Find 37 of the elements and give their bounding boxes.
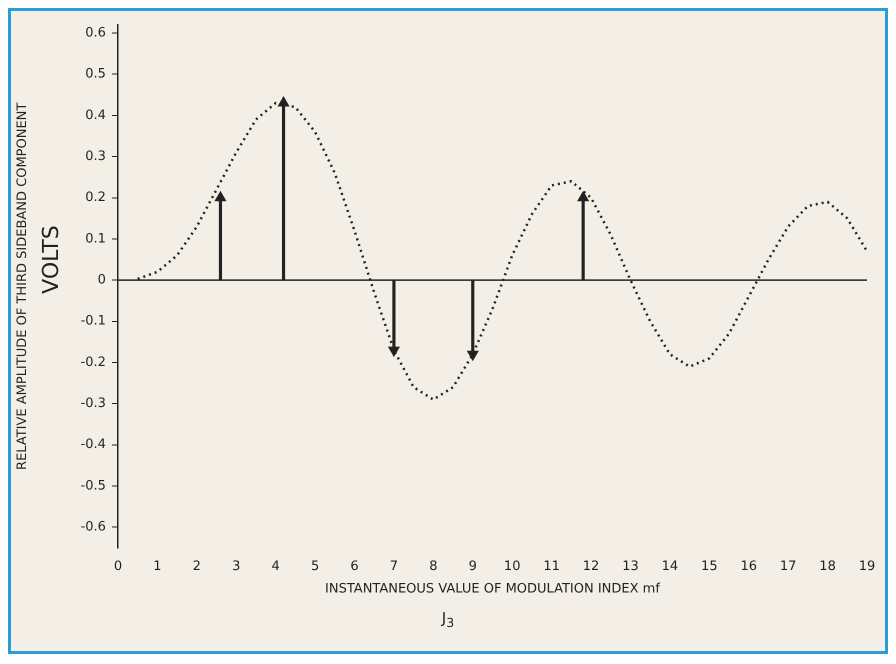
x-tick-label: 12 [582,558,600,574]
y-tick-label: -0.2 [80,354,106,370]
y-tick-label: -0.5 [80,478,106,494]
x-tick-label: 13 [622,558,639,574]
x-tick-label: 8 [429,558,438,574]
x-tick-label: 0 [114,558,122,574]
x-tick-label: 6 [350,558,359,574]
x-tick-label: 17 [780,558,796,574]
x-tick-label: 10 [504,558,520,574]
y-tick-label: -0.1 [80,314,106,329]
x-tick-label: 19 [858,558,876,574]
x-tick-label: 11 [543,558,560,574]
y-tick-label: -0.4 [80,437,106,452]
y-tick-label: 0.5 [85,66,106,82]
x-tick-label: 5 [310,558,320,574]
x-tick-label: 16 [740,558,758,574]
x-tick-label: 1 [153,558,162,574]
x-tick-label: 7 [390,558,398,574]
x-tick-label: 9 [468,558,477,574]
y-axis-title: RELATIVE AMPLITUDE OF THIRD SIDEBAND COMPONENT [15,102,30,470]
text: J$_{3}$ [440,609,456,630]
x-tick-label: 18 [819,558,836,574]
y-tick-label: -0.3 [80,396,106,412]
x-tick-label: 15 [701,558,718,574]
y-tick-label: -0.6 [80,520,106,535]
y-tick-label: 0 [98,272,106,288]
x-tick-label: 3 [232,558,240,574]
y-tick-label: 0.2 [85,190,106,206]
y-tick-label: 0.6 [85,25,106,40]
y-tick-label: 0.3 [85,148,106,164]
x-axis-title: INSTANTANEOUS VALUE OF MODULATION INDEX mf [325,582,660,597]
text: VOLTS [38,225,64,294]
y-tick-label: 0.1 [85,231,106,246]
y-tick-label: 0.4 [85,108,106,123]
x-tick-label: 14 [662,558,678,574]
x-tick-label: 4 [272,558,280,574]
x-tick-label: 2 [192,558,201,574]
